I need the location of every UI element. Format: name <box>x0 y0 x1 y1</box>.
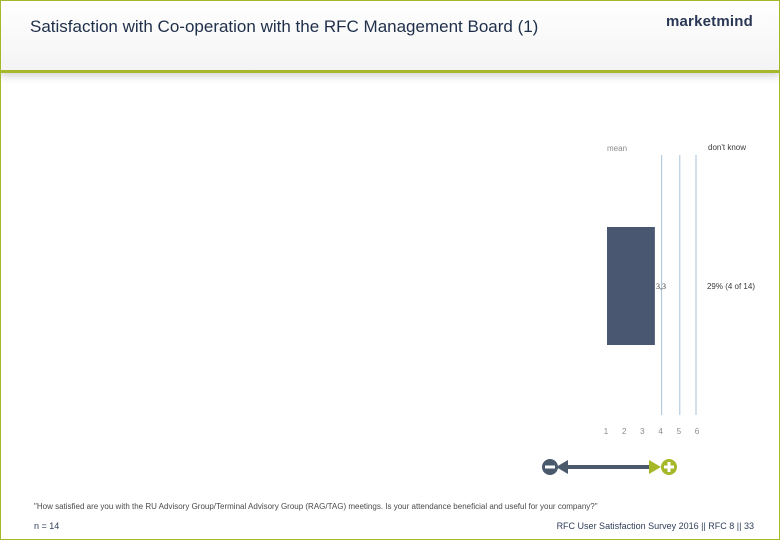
minus-icon <box>542 459 558 475</box>
mean-label: mean <box>607 144 627 153</box>
scale-tick-labels: 1 2 3 4 5 6 <box>604 427 700 436</box>
mean-bar <box>607 227 655 345</box>
arrow-left-head <box>556 460 568 474</box>
guide-lines <box>661 155 697 415</box>
arrow-right-head <box>649 460 661 474</box>
scale-tick-label: 2 <box>622 427 627 436</box>
dont-know-label: don't know <box>708 143 746 152</box>
source-note: RFC User Satisfaction Survey 2016 || RFC… <box>556 521 754 531</box>
bars-group <box>607 227 655 345</box>
scale-tick-label: 3 <box>640 427 645 436</box>
slide-title: Satisfaction with Co-operation with the … <box>30 17 539 36</box>
scale-tick-label: 1 <box>604 427 609 436</box>
marketmind-logo: marketmind <box>665 13 753 30</box>
plus-icon <box>661 459 677 475</box>
scale-arrow <box>542 459 677 475</box>
slide-header: Satisfaction with Co-operation with the … <box>0 0 780 73</box>
scale-tick-label: 6 <box>695 427 700 436</box>
scale-tick-label: 4 <box>658 427 663 436</box>
scale-tick-label: 5 <box>677 427 682 436</box>
dont-know-value-label: 29% (4 of 14) <box>707 282 755 291</box>
survey-question: "How satisfied are you with the RU Advis… <box>34 502 598 511</box>
mean-value-label: 3,3 <box>656 282 666 291</box>
sample-size: n = 14 <box>34 521 60 531</box>
